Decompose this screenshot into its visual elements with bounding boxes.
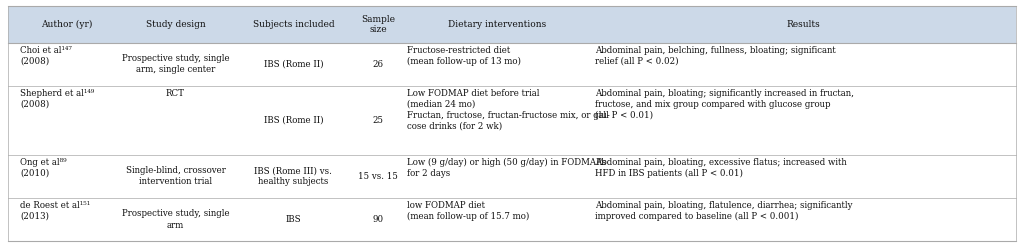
Text: Abdominal pain, belching, fullness, bloating; significant
relief (all P < 0.02): Abdominal pain, belching, fullness, bloa… [595,46,836,66]
Text: Low FODMAP diet before trial
(median 24 mo)
Fructan, fructose, fructan-fructose : Low FODMAP diet before trial (median 24 … [408,89,610,131]
Text: Choi et al¹⁴⁷
(2008): Choi et al¹⁴⁷ (2008) [20,46,73,66]
Text: Shepherd et al¹⁴⁹
(2008): Shepherd et al¹⁴⁹ (2008) [20,89,94,109]
Text: 90: 90 [373,215,384,224]
Text: Sample
size: Sample size [361,15,395,34]
Text: 15 vs. 15: 15 vs. 15 [358,172,398,181]
Text: IBS (Rome II): IBS (Rome II) [263,116,324,125]
Text: Results: Results [786,20,820,29]
Text: Ong et al⁸⁹
(2010): Ong et al⁸⁹ (2010) [20,158,67,178]
Text: Fructose-restricted diet
(mean follow-up of 13 mo): Fructose-restricted diet (mean follow-up… [408,46,521,66]
Text: IBS (Rome III) vs.
healthy subjects: IBS (Rome III) vs. healthy subjects [254,166,332,186]
Text: 25: 25 [373,116,383,125]
Text: Prospective study, single
arm, single center: Prospective study, single arm, single ce… [122,54,229,74]
Text: 26: 26 [373,60,383,69]
Text: Author (yr): Author (yr) [41,20,92,29]
Text: Study design: Study design [145,20,206,29]
Text: low FODMAP diet
(mean follow-up of 15.7 mo): low FODMAP diet (mean follow-up of 15.7 … [408,201,529,221]
Text: Low (9 g/day) or high (50 g/day) in FODMAPs
for 2 days: Low (9 g/day) or high (50 g/day) in FODM… [408,158,606,178]
Text: Subjects included: Subjects included [253,20,334,29]
Text: Abdominal pain, bloating; significantly increased in fructan,
fructose, and mix : Abdominal pain, bloating; significantly … [595,89,854,120]
Text: Single-blind, crossover
intervention trial: Single-blind, crossover intervention tri… [126,166,225,186]
Text: de Roest et al¹⁵¹
(2013): de Roest et al¹⁵¹ (2013) [20,201,90,221]
Text: Abdominal pain, bloating, flatulence, diarrhea; significantly
improved compared : Abdominal pain, bloating, flatulence, di… [595,201,852,221]
Bar [8,6,1016,43]
Text: IBS (Rome II): IBS (Rome II) [263,60,324,69]
Text: RCT: RCT [166,89,185,98]
Text: Abdominal pain, bloating, excessive flatus; increased with
HFD in IBS patients (: Abdominal pain, bloating, excessive flat… [595,158,847,178]
Text: Prospective study, single
arm: Prospective study, single arm [122,209,229,230]
Text: IBS: IBS [286,215,301,224]
Text: Dietary interventions: Dietary interventions [447,20,546,29]
